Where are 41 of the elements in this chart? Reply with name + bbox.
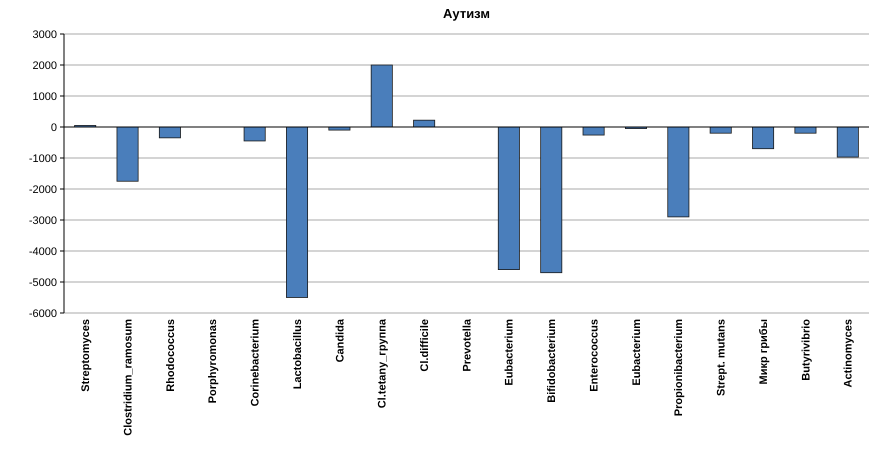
x-tick-label: Candida — [334, 318, 346, 362]
x-tick-label: Микр грибы — [758, 319, 770, 384]
x-tick-label: Cl.difficile — [418, 319, 431, 372]
bar — [498, 126, 520, 270]
y-tick-label: -1000 — [28, 152, 57, 165]
x-tick-label: Streptomyces — [80, 319, 92, 392]
x-tick-label: Lactobacillus — [292, 319, 304, 390]
bar — [158, 126, 181, 138]
bar — [116, 126, 139, 182]
bar — [836, 126, 859, 158]
x-tick-label: Enterococcus — [588, 319, 600, 392]
x-tick-label: Cl.tetany_группа — [376, 318, 389, 408]
bar — [582, 126, 605, 136]
x-tick-label: Prevotella — [461, 318, 474, 372]
x-tick-label: Porphyromonas — [207, 319, 220, 404]
y-tick-label: -3000 — [28, 214, 57, 227]
bar — [286, 126, 308, 298]
y-tick-label: 1000 — [32, 90, 57, 103]
x-tick-label: Corinebacterium — [250, 318, 262, 406]
y-tick-label: -4000 — [28, 246, 57, 258]
x-tick-label: Eubacterium — [630, 318, 643, 386]
x-tick-label: Eubacterium — [504, 318, 516, 386]
bar — [667, 126, 690, 218]
bar — [370, 64, 393, 128]
x-tick-label: Strept. mutans — [716, 319, 728, 396]
y-tick-label: -2000 — [28, 184, 57, 196]
bar — [244, 126, 266, 142]
y-tick-label: 0 — [50, 122, 57, 134]
x-tick-label: Propionibacterium — [673, 318, 686, 416]
x-tick-label: Actinomyces — [842, 319, 855, 388]
bar — [540, 126, 562, 274]
x-tick-label: Butyrivibrio — [800, 318, 812, 381]
y-tick-label: 3000 — [32, 28, 57, 41]
x-tick-label: Rhodococcus — [164, 319, 177, 392]
x-tick-label: Bifidobacterium — [546, 318, 558, 403]
y-tick-label: -6000 — [28, 308, 57, 320]
y-tick-label: -5000 — [28, 276, 57, 289]
y-tick-label: 2000 — [32, 60, 57, 72]
x-tick-label: Clostridium_ramosum — [122, 318, 134, 436]
bar — [752, 126, 774, 150]
chart-title: Аутизм — [443, 6, 490, 21]
